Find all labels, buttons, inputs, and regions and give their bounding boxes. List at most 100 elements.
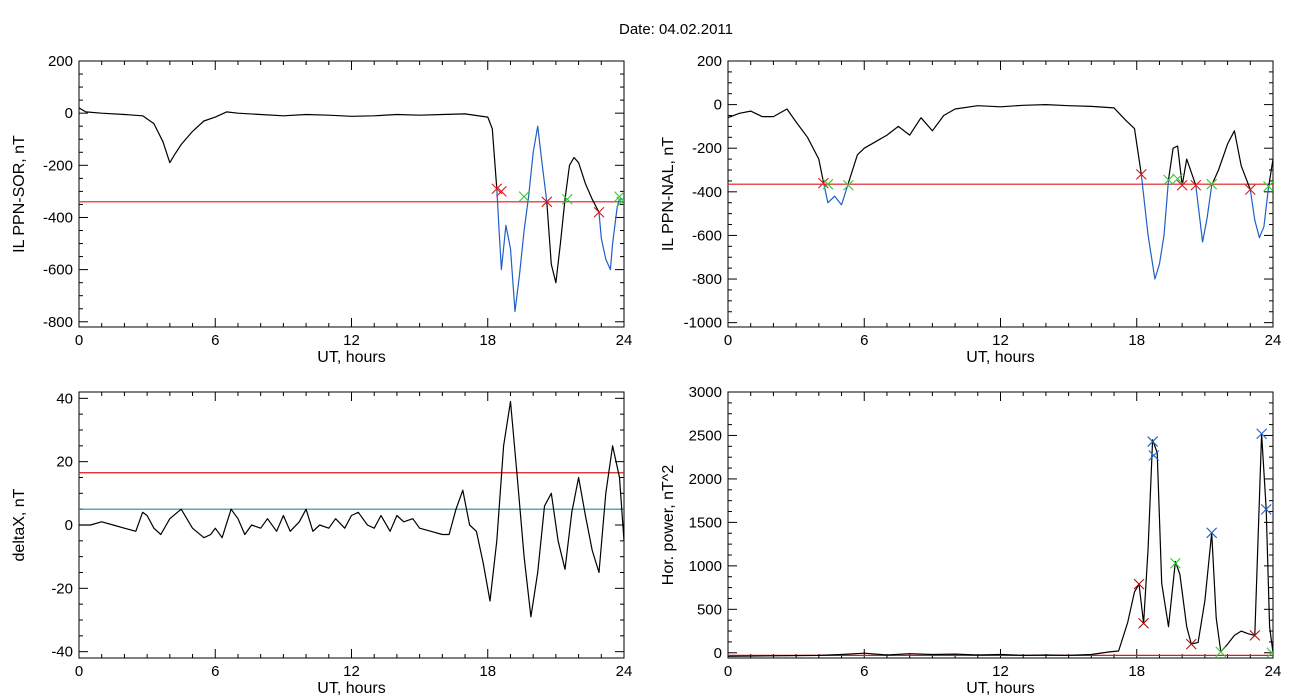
series-line-8 <box>1267 159 1273 188</box>
series-line-0 <box>79 400 624 618</box>
y-tick-label: -600 <box>43 262 73 279</box>
marker-x <box>1256 428 1268 440</box>
marker-x <box>1206 178 1218 190</box>
x-axis-label: UT, hours <box>317 349 385 366</box>
marker-x <box>1148 450 1160 461</box>
marker-stroke <box>561 193 573 205</box>
y-tick-label: 1500 <box>689 514 722 531</box>
y-tick-label: -200 <box>43 157 73 174</box>
series-line-1 <box>822 181 849 206</box>
y-tick-label: -200 <box>692 140 722 157</box>
marker-stroke <box>1266 650 1273 658</box>
x-tick-label: 6 <box>860 332 868 349</box>
plot-area <box>79 400 624 618</box>
marker-stroke <box>491 183 503 195</box>
y-tick-label: -800 <box>43 314 73 331</box>
marker-stroke <box>1135 168 1147 180</box>
plot-frame <box>727 391 1274 659</box>
y-tick-label: -400 <box>692 184 722 201</box>
marker-stroke <box>1133 578 1145 590</box>
x-tick-label: 24 <box>1265 332 1282 349</box>
series-line-0 <box>728 433 1273 657</box>
marker-stroke <box>1263 181 1273 192</box>
series-line-4 <box>1167 145 1197 186</box>
marker-x <box>561 193 573 205</box>
y-tick-label: -40 <box>51 644 73 661</box>
x-tick-label: 18 <box>1128 332 1145 349</box>
marker-stroke <box>1176 179 1188 191</box>
marker-x <box>1135 168 1147 180</box>
plot-frame <box>727 60 1274 328</box>
marker-stroke <box>1190 179 1202 191</box>
marker-stroke <box>616 198 624 208</box>
x-tick-label: 12 <box>343 663 360 680</box>
y-tick-label: 2500 <box>689 427 722 444</box>
marker-x <box>1172 173 1184 185</box>
y-tick-label: 500 <box>697 601 722 618</box>
marker-stroke <box>1206 527 1218 539</box>
x-tick-label: 12 <box>343 332 360 349</box>
marker-stroke <box>1260 503 1272 515</box>
y-tick-label: -400 <box>43 209 73 226</box>
marker-x <box>1249 630 1261 641</box>
figure-title: Date: 04.02.2011 <box>619 21 733 38</box>
x-tick-label: 0 <box>75 332 83 349</box>
x-axis-label: UT, hours <box>317 680 385 697</box>
series-line-3 <box>1140 174 1170 280</box>
chart-panel-top-right: 0 6 12 18 24 200 0 -200 -400 -600 -800 -1000 UT, hou… <box>660 53 1281 366</box>
marker-x <box>1244 184 1256 196</box>
marker-stroke <box>1185 638 1197 650</box>
x-tick-label: 0 <box>724 663 732 680</box>
y-tick-label: 0 <box>714 645 722 662</box>
x-tick-label: 24 <box>1265 663 1282 680</box>
x-tick-label: 18 <box>479 332 496 349</box>
y-tick-label: -20 <box>51 580 73 597</box>
y-tick-label: -1000 <box>684 315 722 332</box>
series-line-0 <box>79 107 498 189</box>
marker-x <box>842 179 854 191</box>
y-tick-label: 0 <box>65 105 73 122</box>
marker-x <box>1206 527 1218 539</box>
x-tick-label: 0 <box>75 663 83 680</box>
y-tick-label: 0 <box>65 517 73 534</box>
marker-stroke <box>1163 174 1174 186</box>
chart-panel-top-left: 0 6 12 18 24 200 0 -200 -400 -600 -800 UT, hours IL … <box>11 53 632 366</box>
series-line-6 <box>1211 130 1251 190</box>
marker-x <box>614 191 624 202</box>
y-tick-label: 0 <box>714 97 722 114</box>
marker-stroke <box>1256 428 1268 440</box>
series-line-7 <box>1249 187 1270 239</box>
y-axis-label: Hor. power, nT^2 <box>660 465 677 586</box>
x-tick-label: 12 <box>992 332 1009 349</box>
marker-x <box>1133 578 1145 590</box>
marker-x <box>1266 647 1273 658</box>
marker-stroke <box>614 191 624 202</box>
x-tick-label: 18 <box>479 663 496 680</box>
y-tick-label: 200 <box>48 53 73 70</box>
marker-stroke <box>1169 557 1181 569</box>
marker-stroke <box>842 179 854 191</box>
x-axis-label: UT, hours <box>966 349 1034 366</box>
marker-stroke <box>817 177 829 189</box>
x-tick-label: 6 <box>211 332 219 349</box>
y-axis-label: deltaX, nT <box>11 488 28 561</box>
plot-frame <box>78 60 625 328</box>
marker-stroke <box>822 178 834 190</box>
x-tick-label: 6 <box>860 663 868 680</box>
marker-x <box>1138 617 1149 629</box>
marker-x <box>541 196 553 208</box>
marker-x <box>1190 179 1202 191</box>
marker-x <box>1215 646 1227 658</box>
marker-stroke <box>1147 436 1159 447</box>
series-line-1 <box>496 125 548 312</box>
x-axis-label: UT, hours <box>966 680 1034 697</box>
y-tick-label: 2000 <box>689 471 722 488</box>
x-tick-label: 6 <box>211 663 219 680</box>
marker-x <box>1163 174 1174 186</box>
marker-stroke <box>1148 450 1160 461</box>
plot-area <box>728 104 1273 280</box>
marker-x <box>1185 638 1197 650</box>
y-axis-label: IL PPN-SOR, nT <box>11 135 28 253</box>
marker-stroke <box>495 186 507 197</box>
marker-stroke <box>1172 173 1184 185</box>
